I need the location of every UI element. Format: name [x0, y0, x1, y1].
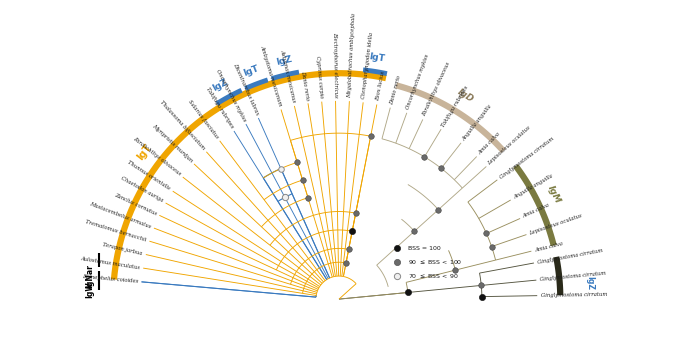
Text: Trematomus bernacchii: Trematomus bernacchii — [85, 219, 147, 242]
Text: Danio rerio: Danio rerio — [300, 70, 310, 100]
Text: IgW: IgW — [85, 281, 95, 298]
Text: IgZ: IgZ — [275, 55, 293, 67]
Text: Lepisosteus oculatus: Lepisosteus oculatus — [487, 125, 532, 166]
Text: Oncorhynchus mykiss: Oncorhynchus mykiss — [405, 54, 431, 110]
Text: Myripristis murdjan: Myripristis murdjan — [151, 123, 193, 163]
Text: Thalassoma bifasciatum: Thalassoma bifasciatum — [159, 100, 206, 151]
Text: Ginglymostoma cirratum: Ginglymostoma cirratum — [540, 292, 607, 298]
Text: IgZ: IgZ — [586, 276, 595, 290]
Text: Lepisosteus oculatus: Lepisosteus oculatus — [529, 213, 583, 236]
Text: 90 $\leq$ BSS < 100: 90 $\leq$ BSS < 100 — [408, 258, 462, 266]
Text: IgZ: IgZ — [212, 78, 230, 93]
Text: Megalobatrachus amblycephala: Megalobatrachus amblycephala — [347, 13, 357, 98]
Text: Electrophorus electricus: Electrophorus electricus — [332, 32, 338, 97]
Text: Chaetodon auriga: Chaetodon auriga — [120, 176, 164, 203]
Text: Cyprinus carpio: Cyprinus carpio — [315, 56, 324, 98]
Text: IgT: IgT — [135, 142, 153, 162]
Text: IgT: IgT — [369, 52, 386, 64]
Text: Ginglymostoma cirratum: Ginglymostoma cirratum — [537, 248, 603, 265]
Text: IgT: IgT — [242, 64, 260, 78]
Text: Takifugu rubripes: Takifugu rubripes — [441, 84, 469, 128]
Text: Astyanax mexicanus: Astyanax mexicanus — [279, 49, 296, 103]
Text: Amia calva: Amia calva — [534, 241, 563, 253]
Text: Anguilla anguilla: Anguilla anguilla — [461, 103, 493, 142]
Text: Ambystoma mexicanum: Ambystoma mexicanum — [259, 45, 283, 107]
Text: Salarias fasciatus: Salarias fasciatus — [187, 99, 220, 140]
Text: Ginglymostoma cirratum: Ginglymostoma cirratum — [498, 136, 555, 180]
Text: Terapon jarbua: Terapon jarbua — [102, 242, 143, 256]
Text: Aulostomus maculatus: Aulostomus maculatus — [80, 256, 140, 270]
Text: IgD: IgD — [456, 88, 476, 104]
Text: Ctenopharyngodon idella: Ctenopharyngodon idella — [361, 32, 374, 99]
Text: IgNar: IgNar — [85, 264, 95, 288]
Text: Dicentrarchus labrax: Dicentrarchus labrax — [232, 62, 259, 116]
Text: Thunnus orientalis: Thunnus orientalis — [127, 160, 172, 192]
Text: Takifugu rubripes: Takifugu rubripes — [205, 87, 234, 129]
Text: Danio rerio: Danio rerio — [388, 75, 401, 105]
Text: 70 $\leq$ BSS < 90: 70 $\leq$ BSS < 90 — [408, 272, 458, 280]
Text: Paralichthys olivaceus: Paralichthys olivaceus — [132, 136, 182, 177]
Text: Paralichthys olivaceus: Paralichthys olivaceus — [422, 62, 452, 117]
Text: Mastacembelus armatus: Mastacembelus armatus — [89, 201, 152, 229]
Text: Ginglymostoma cirratum: Ginglymostoma cirratum — [540, 271, 606, 282]
Text: Esox lucius: Esox lucius — [375, 71, 386, 102]
Text: Amia calva: Amia calva — [477, 131, 501, 156]
Text: IgM: IgM — [546, 184, 563, 205]
Text: Amia calva: Amia calva — [522, 203, 551, 219]
Text: Anguilla anguilla: Anguilla anguilla — [513, 174, 554, 200]
Text: Oncorhynchus mykiss: Oncorhynchus mykiss — [215, 68, 247, 122]
Text: Zanclus cornutus: Zanclus cornutus — [113, 192, 157, 216]
Text: BSS = 100: BSS = 100 — [408, 246, 441, 251]
Text: Epinephelus coioides: Epinephelus coioides — [81, 274, 138, 284]
